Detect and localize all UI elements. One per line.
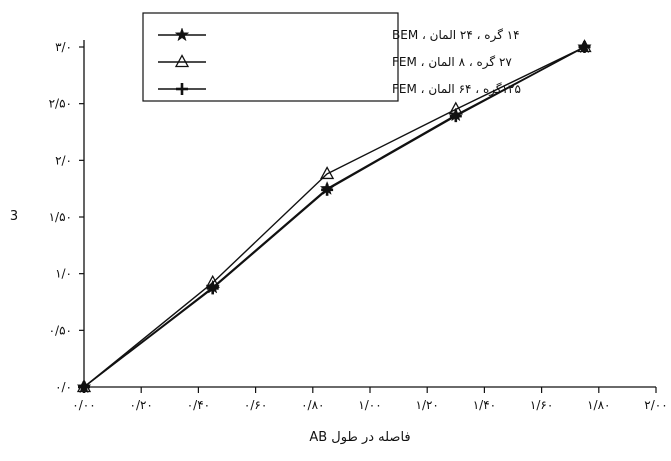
- y-tick-label: ۳/۰: [55, 40, 72, 54]
- y-axis-label: 3: [10, 209, 18, 224]
- x-tick-label: ۱/۲۰: [416, 398, 439, 412]
- x-tick-label: ۰/۸۰: [301, 398, 324, 412]
- series-markers: [76, 39, 592, 394]
- x-axis-label: فاصله در طول AB: [309, 430, 410, 445]
- series-3-point: [578, 41, 591, 53]
- y-tick-label: ۱/۰: [55, 267, 72, 281]
- legend-marker-star: [174, 27, 190, 42]
- y-tick-label: ۲/۰: [55, 153, 72, 167]
- x-tick-label: ۱/۸۰: [587, 398, 610, 412]
- legend: ۱۴ گره ، ۲۴ المان ، BEM ۲۷ گره ، ۸ المان …: [142, 12, 521, 102]
- y-tick-label: ۰/۰: [55, 380, 72, 394]
- series-2-point: [320, 166, 335, 180]
- x-tick-label: ۰/۴۰: [187, 398, 210, 412]
- x-tick-label: ۱/۰۰: [358, 398, 381, 412]
- legend-box: [142, 12, 399, 102]
- x-tick-label: ۰/۰۰: [72, 398, 95, 412]
- x-tick-label: ۰/۶۰: [244, 398, 267, 412]
- series-3-point: [321, 183, 334, 196]
- series-3-point: [449, 110, 462, 123]
- x-ticks: ۰/۰۰ ۰/۲۰ ۰/۴۰ ۰/۶۰ ۰/۸۰ ۱/۰۰ ۱/۲۰ ۱/۴۰ ۱/۶۰ ۱/۸۰…: [72, 387, 668, 412]
- series-3-point: [206, 282, 219, 295]
- legend-label: ۱۴ گره ، ۲۴ المان ، BEM: [392, 28, 520, 43]
- y-tick-label: ۲/۵۰: [49, 97, 72, 111]
- legend-label: ۱۲۵گره ، ۶۴ المان ، FEM: [392, 82, 521, 97]
- x-tick-label: ۱/۶۰: [530, 398, 553, 412]
- legend-marker-plus: [176, 83, 188, 95]
- y-tick-label: ۰/۵۰: [49, 323, 72, 337]
- y-tick-label: ۱/۵۰: [49, 210, 72, 224]
- legend-marker-triangle: [174, 54, 190, 68]
- series-3-point: [78, 381, 90, 393]
- x-tick-label: ۱/۴۰: [473, 398, 496, 412]
- y-ticks: ۰/۰ ۰/۵۰ ۱/۰ ۱/۵۰ ۲/۰ ۲/۵۰ ۳/۰: [49, 40, 84, 394]
- legend-label: ۲۷ گره ، ۸ المان ، FEM: [392, 55, 512, 70]
- x-tick-label: ۰/۲۰: [130, 398, 153, 412]
- x-tick-label: ۲/۰۰: [644, 398, 667, 412]
- legend-items: ۱۴ گره ، ۲۴ المان ، BEM ۲۷ گره ، ۸ المان …: [158, 27, 521, 97]
- series-line-2: [83, 46, 585, 388]
